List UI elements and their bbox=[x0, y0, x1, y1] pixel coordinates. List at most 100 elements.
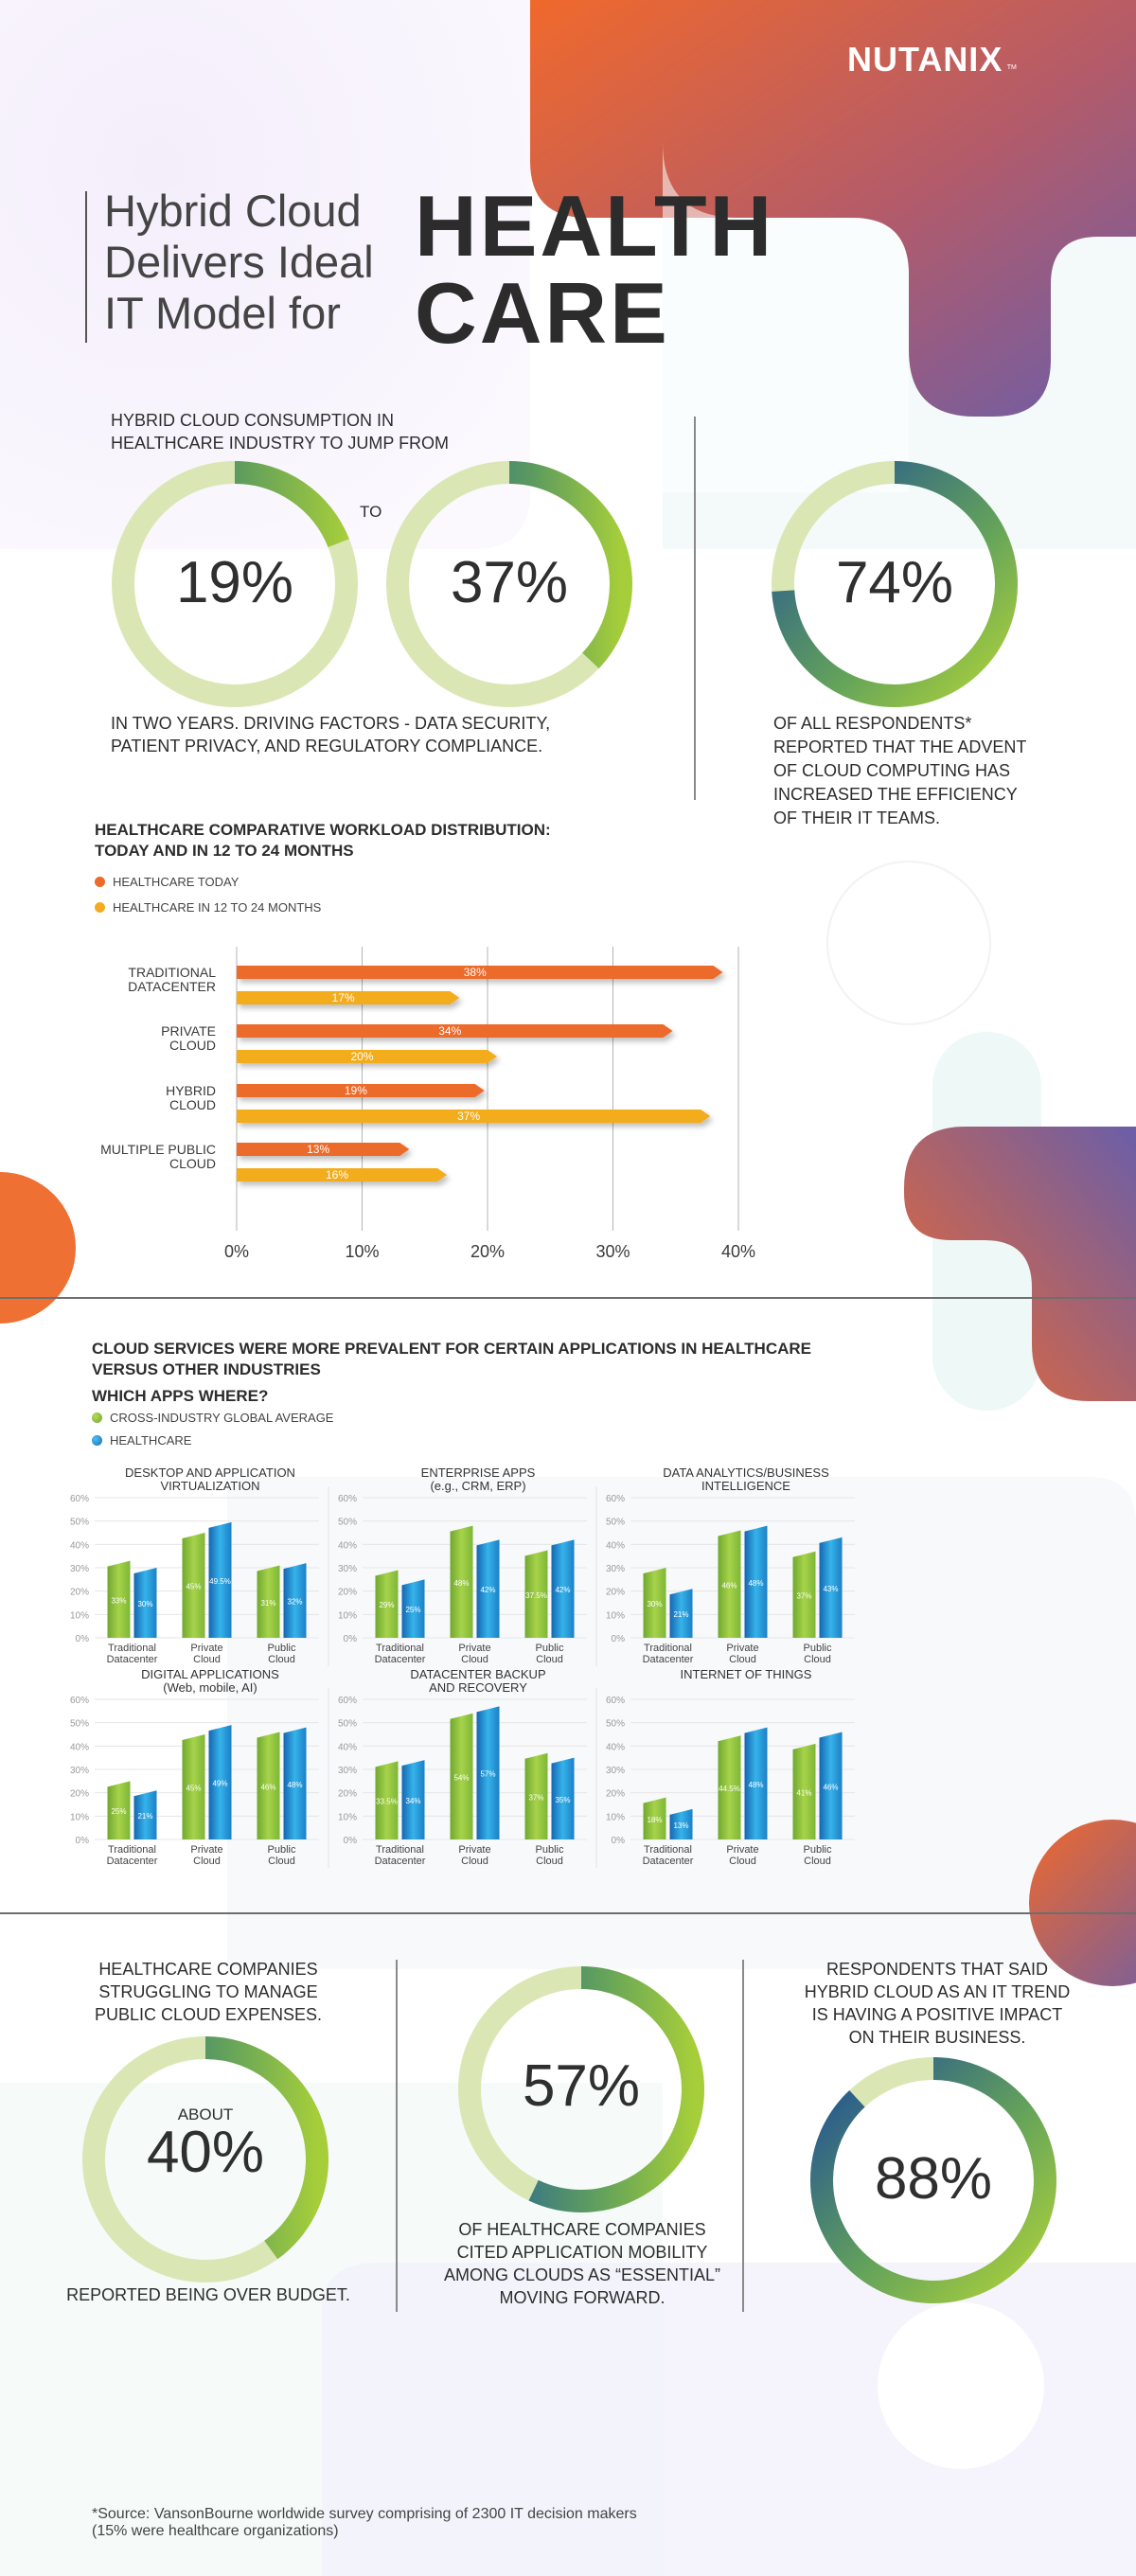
bar-data-label: 42% bbox=[555, 1586, 570, 1594]
category-label: Private Cloud bbox=[190, 1844, 222, 1867]
category-label: Traditional Datacenter bbox=[107, 1844, 158, 1867]
mini-chart-title: INTERNET OF THINGS bbox=[681, 1667, 812, 1681]
bar-data-label: 49% bbox=[212, 1780, 227, 1788]
bar bbox=[237, 1050, 497, 1063]
workload-title-line: TODAY AND IN 12 TO 24 MONTHS bbox=[95, 842, 354, 860]
donut-arc bbox=[810, 2057, 1056, 2303]
bar-data-label: 42% bbox=[480, 1586, 495, 1594]
y-tick-label: 0% bbox=[344, 1836, 358, 1846]
donut-arc bbox=[386, 461, 632, 707]
section-divider-2 bbox=[0, 1912, 1136, 1914]
bar-data-label: 46% bbox=[823, 1783, 838, 1791]
header-title-line: HEALTH bbox=[415, 179, 775, 275]
y-tick-label: 40% bbox=[70, 1540, 89, 1551]
x-tick-label: 0% bbox=[224, 1242, 249, 1261]
bar-healthcare bbox=[208, 1725, 232, 1839]
trend-intro: RESPONDENTS THAT SAID HYBRID CLOUD AS AN… bbox=[767, 1958, 1108, 2049]
bar-data-label: 30% bbox=[647, 1600, 662, 1608]
bar-data-label: 25% bbox=[111, 1807, 126, 1816]
category-label: MULTIPLE PUBLIC CLOUD bbox=[100, 1142, 216, 1171]
y-tick-label: 20% bbox=[606, 1789, 625, 1800]
y-tick-label: 0% bbox=[76, 1634, 90, 1644]
bar bbox=[237, 991, 460, 1004]
apps-title: CLOUD SERVICES WERE MORE PREVALENT FOR C… bbox=[92, 1339, 811, 1380]
donut-40-value: 40% bbox=[146, 2120, 265, 2185]
bar-data-label: 41% bbox=[796, 1788, 811, 1797]
category-label: PRIVATE CLOUD bbox=[161, 1023, 216, 1053]
category-label: HYBRID CLOUD bbox=[166, 1083, 216, 1112]
y-tick-label: 40% bbox=[70, 1742, 89, 1752]
bar-data-label: 46% bbox=[721, 1581, 737, 1590]
category-label: Public Cloud bbox=[268, 1844, 296, 1867]
bar-cross-industry bbox=[718, 1530, 741, 1638]
y-tick-label: 60% bbox=[70, 1494, 89, 1504]
expenses-intro-line: PUBLIC CLOUD EXPENSES. bbox=[94, 2005, 323, 2024]
y-tick-label: 30% bbox=[606, 1766, 625, 1776]
consumption-intro-line: HYBRID CLOUD CONSUMPTION IN bbox=[111, 411, 395, 430]
legend-swatch bbox=[92, 1412, 102, 1423]
bar-data-label: 33.5% bbox=[376, 1798, 398, 1806]
header-title: HEALTH CARE bbox=[415, 184, 774, 358]
y-tick-label: 40% bbox=[338, 1742, 357, 1752]
bar-data-label: 48% bbox=[453, 1579, 469, 1588]
bar bbox=[237, 966, 723, 979]
bar-cross-industry bbox=[182, 1533, 205, 1638]
bar bbox=[237, 1084, 485, 1097]
mobility-text-line: OF HEALTHCARE COMPANIES bbox=[458, 2220, 706, 2239]
donut-40 bbox=[82, 2036, 328, 2283]
bar-data-label: 54% bbox=[453, 1773, 469, 1782]
bar-data-label: 49.5% bbox=[209, 1577, 231, 1586]
expenses-intro: HEALTHCARE COMPANIES STRUGGLING TO MANAG… bbox=[57, 1958, 360, 2026]
bar bbox=[237, 1110, 711, 1123]
efficiency-text-line: INCREASED THE EFFICIENCY bbox=[773, 785, 1018, 804]
y-tick-label: 20% bbox=[338, 1789, 357, 1800]
bar-cross-industry bbox=[643, 1797, 666, 1839]
footnote-line: (15% were healthcare organizations) bbox=[92, 2523, 339, 2539]
bar-data-label: 45% bbox=[186, 1583, 201, 1591]
x-tick-label: 40% bbox=[721, 1242, 755, 1261]
mini-chart-title: ENTERPRISE APPS (e.g., CRM, ERP) bbox=[421, 1466, 536, 1493]
top-vertical-divider bbox=[694, 417, 696, 800]
legend-swatch bbox=[95, 902, 105, 913]
donut-37-value: 37% bbox=[450, 550, 569, 615]
y-tick-label: 10% bbox=[338, 1812, 357, 1822]
y-tick-label: 40% bbox=[338, 1540, 357, 1551]
bar-healthcare bbox=[476, 1706, 500, 1839]
category-label: Public Cloud bbox=[804, 1643, 832, 1665]
y-tick-label: 0% bbox=[612, 1634, 626, 1644]
efficiency-text-line: OF ALL RESPONDENTS* bbox=[773, 714, 972, 733]
legend-label: CROSS-INDUSTRY GLOBAL AVERAGE bbox=[110, 1411, 334, 1425]
footnote-line: *Source: VansonBourne worldwide survey c… bbox=[92, 2506, 637, 2522]
bar-cross-industry bbox=[257, 1565, 280, 1638]
efficiency-text-line: OF CLOUD COMPUTING HAS bbox=[773, 761, 1011, 780]
mini-chart-title: DATA ANALYTICS/BUSINESS INTELLIGENCE bbox=[663, 1466, 829, 1493]
y-tick-label: 20% bbox=[70, 1588, 89, 1598]
y-tick-label: 40% bbox=[606, 1742, 625, 1752]
bar-healthcare bbox=[744, 1727, 768, 1839]
bar-data-label: 30% bbox=[137, 1600, 152, 1608]
bar-data-label: 57% bbox=[480, 1770, 495, 1779]
bar-data-label: 38% bbox=[464, 966, 487, 979]
donut-arc bbox=[458, 1966, 704, 2212]
workload-title: HEALTHCARE COMPARATIVE WORKLOAD DISTRIBU… bbox=[95, 820, 551, 862]
bar-cross-industry bbox=[375, 1570, 399, 1638]
bar-healthcare bbox=[401, 1760, 425, 1839]
consumption-intro-line: HEALTHCARE INDUSTRY TO JUMP FROM bbox=[111, 434, 450, 453]
y-tick-label: 30% bbox=[70, 1766, 89, 1776]
y-tick-label: 0% bbox=[76, 1836, 90, 1846]
header-subtitle-line: IT Model for bbox=[104, 288, 341, 338]
to-label: TO bbox=[360, 503, 382, 521]
expenses-outro: REPORTED BEING OVER BUDGET. bbox=[66, 2285, 350, 2304]
legend-healthcare-future: HEALTHCARE IN 12 TO 24 MONTHS bbox=[95, 900, 321, 915]
y-tick-label: 20% bbox=[606, 1588, 625, 1598]
mini-chart-title: DATACENTER BACKUP AND RECOVERY bbox=[410, 1667, 545, 1695]
y-tick-label: 20% bbox=[70, 1789, 89, 1800]
bar bbox=[237, 1024, 673, 1038]
consumption-outro: IN TWO YEARS. DRIVING FACTORS - DATA SEC… bbox=[111, 712, 550, 757]
legend-healthcare: HEALTHCARE bbox=[92, 1433, 191, 1448]
bar-healthcare bbox=[744, 1525, 768, 1638]
expenses-intro-line: HEALTHCARE COMPANIES bbox=[98, 1960, 318, 1979]
header-title-line: CARE bbox=[415, 266, 670, 362]
bar-data-label: 48% bbox=[748, 1781, 763, 1789]
mini-chart-title: DESKTOP AND APPLICATION VIRTUALIZATION bbox=[125, 1466, 295, 1493]
